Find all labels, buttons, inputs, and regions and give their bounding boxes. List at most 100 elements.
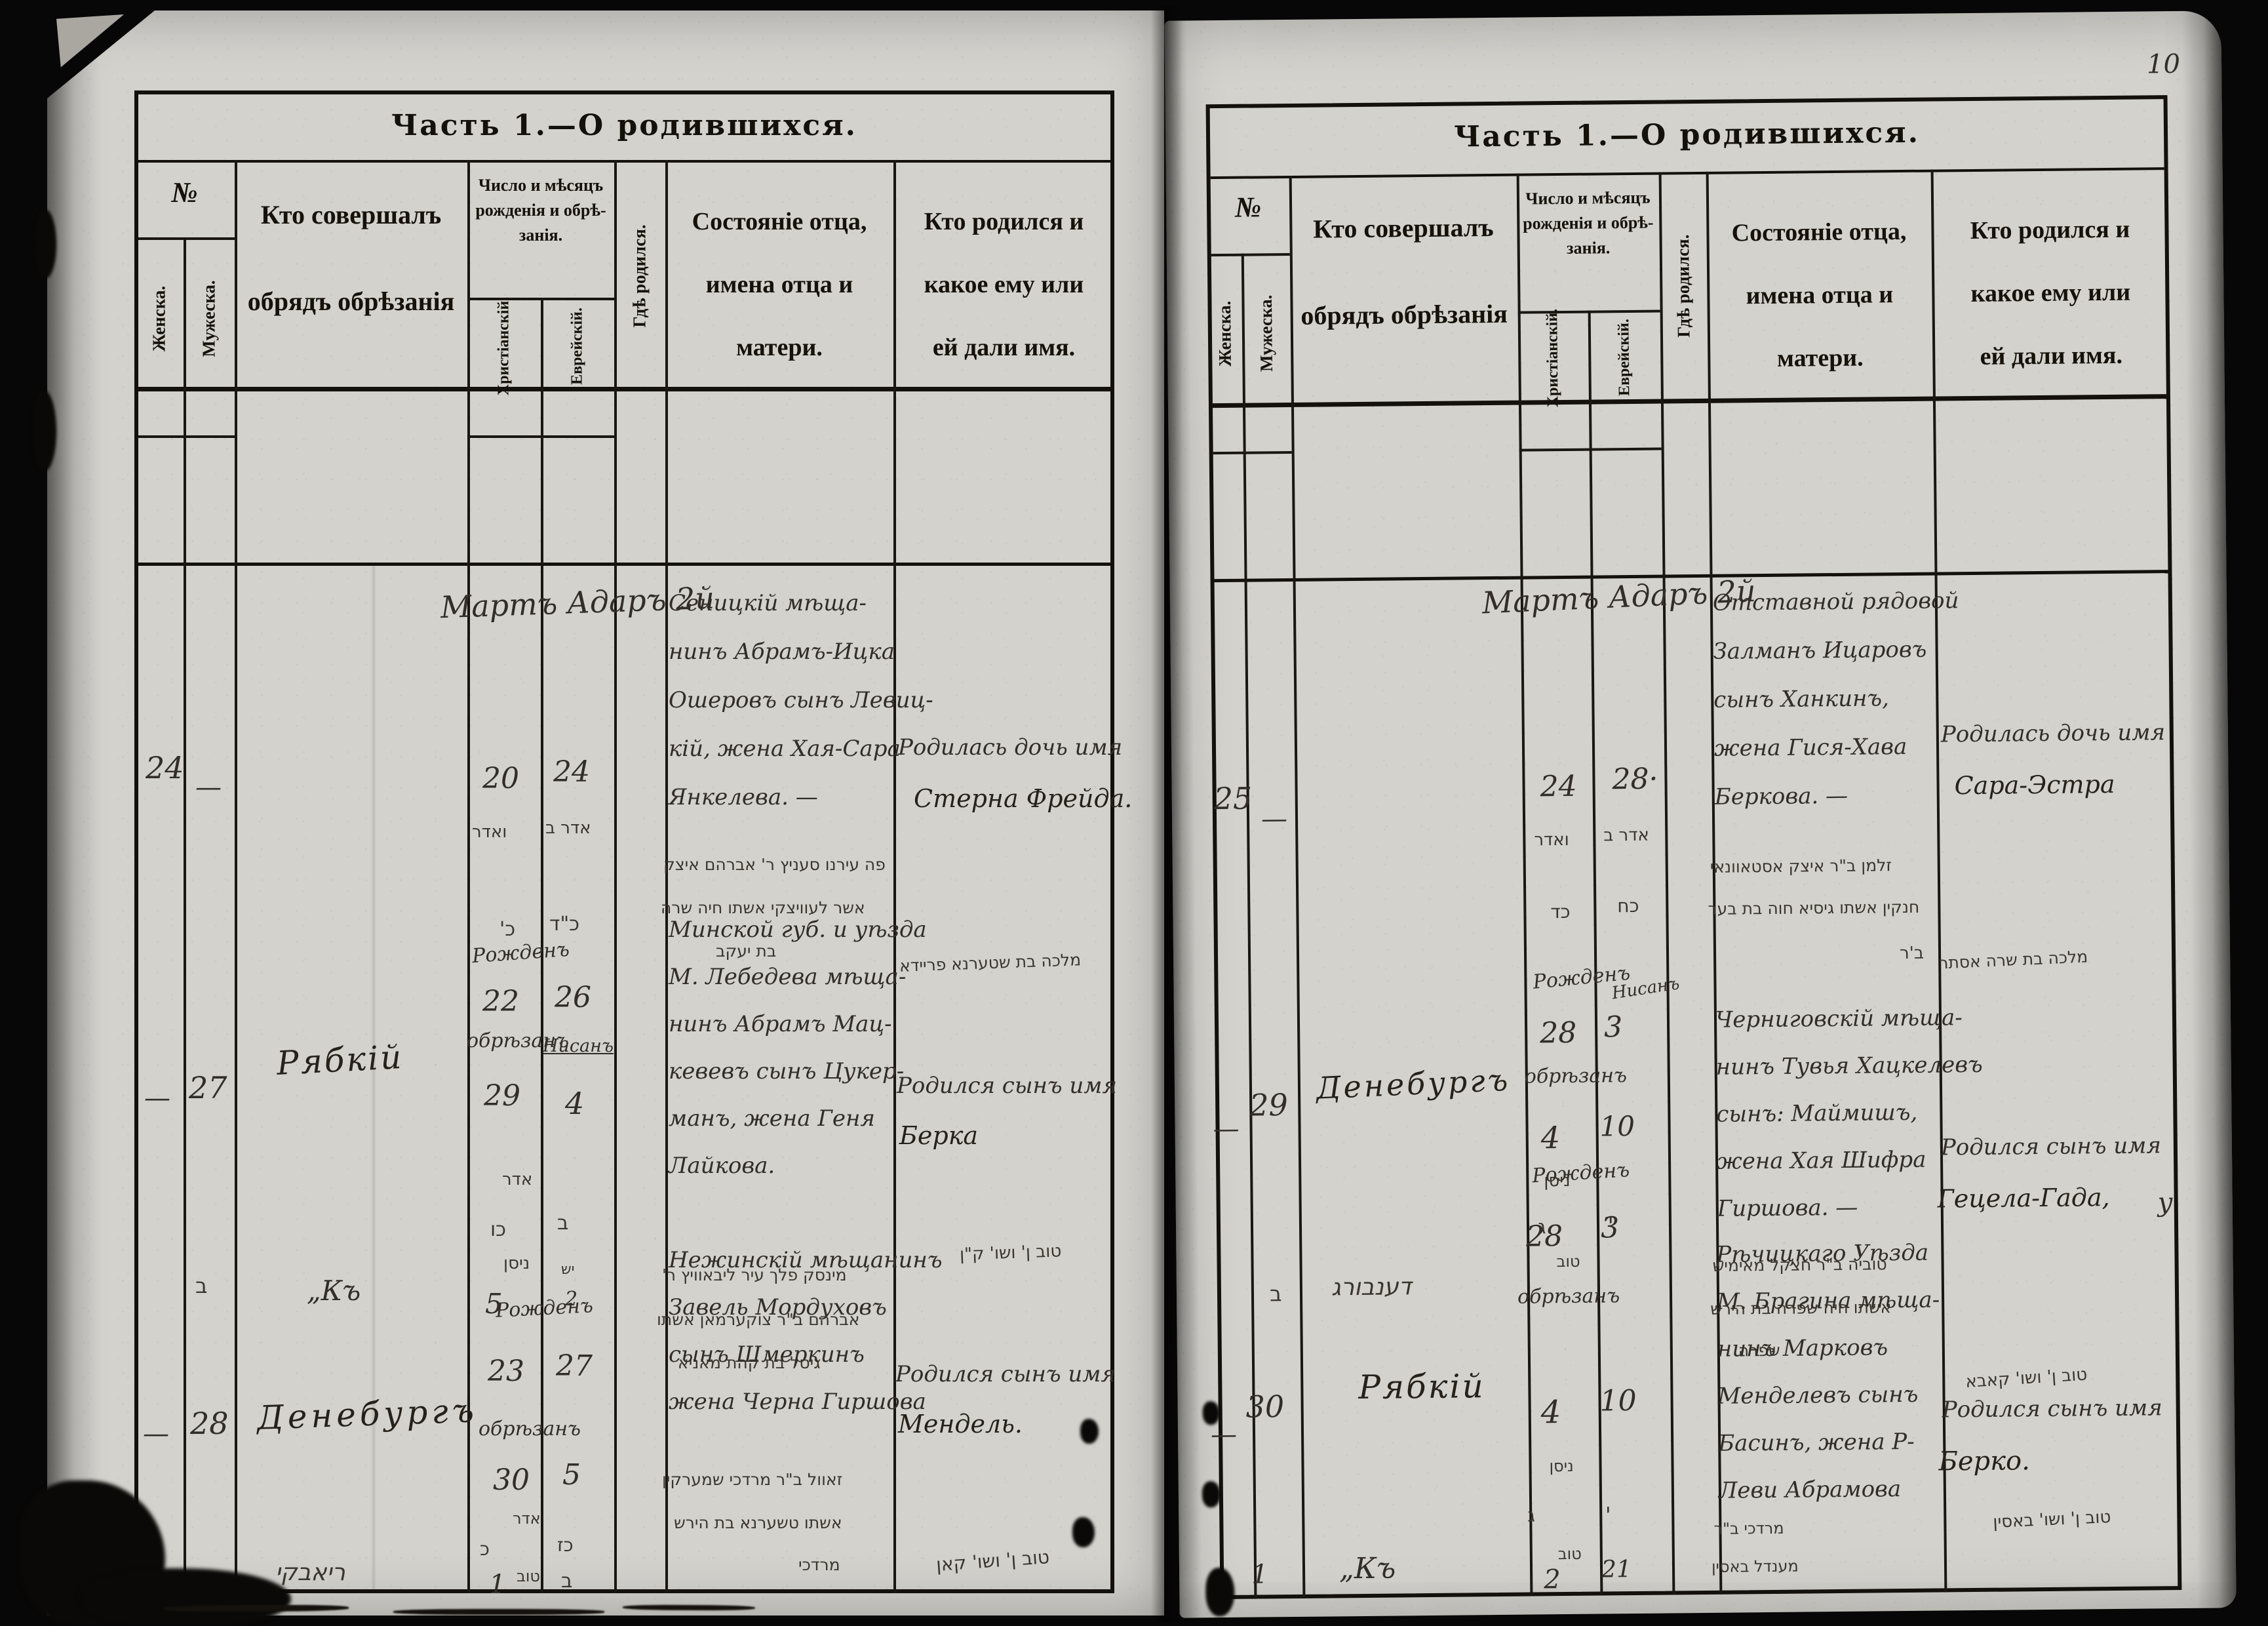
ink-blot [1202,1401,1220,1425]
record-30-father-line: нинъ Марковъ [1717,1334,1888,1362]
record-29-father-line: Гиршова. — [1717,1194,1858,1222]
divider-father-child [893,160,896,1593]
record-27-father-line: нинъ Абрамъ Мац- [669,1011,892,1037]
record-30-father-line: Басинъ, жена Р- [1718,1428,1915,1457]
record-28-child-line: Родился сынъ имя [895,1361,1116,1387]
record-29-father-line: Черниговскій мѣща- [1715,1004,1963,1033]
col-child-l1: Кто родился и [1970,215,2130,245]
record-28-father-hebrew: זאוול ב"ר מרדכי שמערקין [662,1470,843,1489]
record-27-mohel-name: Рябкій [275,1037,404,1083]
col-date-l1: Число и мѣсяцъ [1525,188,1651,208]
col-mohel-l2: обрядъ обрѣзанія [1300,298,1508,330]
record-29-circumcised-label: обрѣзанъ [1524,1064,1628,1088]
record-27-hebrew-note: כו [490,1218,507,1241]
record-27-jewish-month: Нисанъ [543,1036,614,1056]
record-27-circumcised-label: обрѣзанъ [467,1029,570,1052]
record-29-birth-jewish: 3 [1603,1010,1623,1044]
col-no: № [1234,191,1262,224]
record-25-father-hebrew: זלמן ב"ר איצק אסטאוונאי [1710,856,1892,877]
record-24-birth-jewish: 24 [553,755,590,789]
record-24-father-line: нинъ Абрамъ-Ицка [669,639,895,665]
record-25-child-name: Сара-Эстра [1954,769,2115,801]
ink-blot [1072,1517,1095,1547]
record-28-hebrew-note: כ [480,1538,490,1560]
record-27-hebrew-note: ניסן [503,1254,530,1273]
record-28-child-name: Мендель. [898,1410,1023,1438]
col-date-l2: рожденія и обрѣ- [1523,212,1654,233]
record-30-father-hebrew: מענדל באסין [1711,1557,1799,1576]
col-mohel-l2: обрядъ обрѣзанія [247,287,455,316]
record-30-subrow-christian: 2 [1543,1564,1561,1595]
binding-damage-bottom [79,1568,291,1626]
rule-records-top [138,563,1110,566]
record-28-hebrew-note: כז [557,1534,574,1556]
divider-where-father [665,160,668,1593]
record-28-subrow-mohel-hebrew: ריאבקי [275,1559,345,1586]
col-male: Мужеска. [199,280,219,357]
col-mohel-l1: Кто совершалъ [1312,212,1494,244]
record-27-father-line: Лайкова. [669,1153,775,1179]
right-page: 10 Часть 1.—О родившихся. № Женска. Муже… [1164,10,2237,1618]
record-28-mohel-name: Денебургъ [256,1391,479,1437]
record-28-father-hebrew: אשתו טשערנא בת הירש [674,1513,842,1532]
record-29-circumcision-christian: 4 [1540,1120,1561,1156]
record-27-father-hebrew: מינסק פלך עיר ליבאוויץ ר' [662,1265,847,1284]
rule-carryband [138,435,237,438]
record-29-birth-christian: 28 [1539,1016,1577,1050]
record-25-number-female: 25 [1213,780,1253,817]
col-father-l2: имена отца и [1746,281,1894,310]
record-24-hebrew-numeral-jewish: כ"ד [549,913,580,936]
record-30-hebrew-note: ג [1527,1504,1535,1526]
record-28-subrow-christian: 1 [489,1570,506,1600]
record-28-father-line: Нежинскій мѣщанинъ [669,1247,943,1273]
record-24-father-hebrew: אשר לעוויצקי אשתו חיה שרה [661,898,865,917]
record-25-father-line: Беркова. — [1714,782,1848,810]
record-25-hebrew-month-christian: ואדר [1534,829,1569,850]
record-28-father-hebrew: מרדכי [798,1555,840,1574]
record-28-circumcision-jewish: 5 [562,1458,581,1492]
record-24-child-name: Стерна Фрейда. [914,784,1133,813]
record-30-child-name: Берко. [1938,1446,2031,1477]
col-date-l2: рожденія и обрѣ- [475,201,606,220]
record-30-hebrew-note: ניסן [1549,1456,1574,1476]
record-24-hebrew-month-christian: ואדר [472,822,507,842]
record-27-subrow-jewish-upper: יש [561,1261,575,1278]
record-30-father-line: Менделевъ сынъ [1717,1381,1919,1410]
record-27-subrow-mohel-ditto: „Къ [307,1275,361,1307]
record-25-birth-christian: 24 [1540,769,1577,804]
divider-date-where [614,160,617,1593]
record-30-father-line: М. Брагина мѣща- [1716,1286,1940,1315]
record-27-father-line: М. Лебедева мѣща- [669,964,907,990]
ink-blot [1202,1481,1221,1508]
record-29-subrow-mohel-hebrew: דענבורג [1331,1273,1412,1301]
record-28-father-line: жена Черна Гиршова [669,1389,926,1415]
col-no: № [171,176,198,208]
record-27-subrow-christian: 5 [485,1288,503,1320]
record-29-father-line: жена Хая Шифра [1716,1146,1926,1175]
record-24-father-line: кій, жена Хая-Сара [669,736,901,762]
col-where: Гдѣ родился. [1673,234,1694,338]
marginal-flourish: у [2157,1187,2174,1218]
record-27-child-name: Берка [899,1121,979,1150]
record-25-hebrew-month-jewish: אדר ב [1603,825,1649,846]
record-24-father-line: Сеницкій мѣща- [669,590,867,616]
col-female: Женска. [1214,300,1235,367]
record-29-hebrew-note: טוב [1556,1252,1580,1271]
record-30-subrow-number: 1 [1251,1559,1268,1590]
record-24-hebrew-numeral-christian: כ' [499,918,516,941]
record-27-number-female: — [144,1083,170,1113]
divider-christian-jewish [541,298,543,1593]
record-27-father-hebrew: גיטל בת קהת מאניא [678,1353,821,1372]
record-27-number-male: 27 [189,1070,227,1105]
record-28-hebrew-note: אדר [513,1509,541,1528]
divider-no-mohel [235,160,237,1593]
record-27-father-line: Минской губ. и уѣзда [669,917,927,943]
col-child-l1: Кто родился и [924,208,1084,235]
record-27-father-line: кевевъ сынъ Цукер- [669,1058,905,1084]
col-mohel-l1: Кто совершалъ [260,200,442,229]
record-24-child-line: Родилась дочь имя [898,734,1123,761]
record-29-child-name: Гецела-Гада, [1937,1183,2110,1214]
record-29-circumcision-jewish: 10 [1599,1109,1635,1143]
record-30-hebrew-note: טוב [1557,1544,1582,1564]
